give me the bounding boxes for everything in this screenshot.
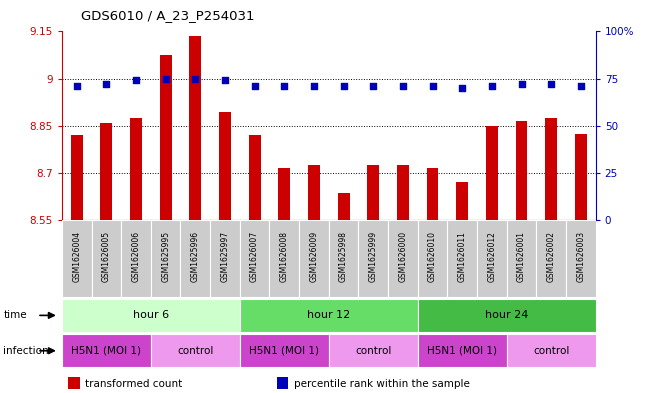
- Text: GSM1626010: GSM1626010: [428, 231, 437, 282]
- Bar: [338, 193, 350, 220]
- Text: GSM1626008: GSM1626008: [280, 231, 289, 282]
- Bar: [100, 123, 112, 220]
- Bar: [329, 220, 359, 297]
- Text: GSM1626007: GSM1626007: [250, 231, 259, 283]
- Bar: [62, 220, 92, 297]
- Text: GDS6010 / A_23_P254031: GDS6010 / A_23_P254031: [81, 9, 255, 22]
- Text: GSM1625998: GSM1625998: [339, 231, 348, 282]
- Point: [220, 77, 230, 84]
- Text: GSM1626001: GSM1626001: [517, 231, 526, 282]
- Text: GSM1625996: GSM1625996: [191, 231, 200, 283]
- Text: GSM1626012: GSM1626012: [488, 231, 496, 282]
- Bar: [299, 220, 329, 297]
- Bar: [566, 220, 596, 297]
- Text: GSM1626005: GSM1626005: [102, 231, 111, 283]
- Bar: [151, 220, 180, 297]
- Point: [249, 83, 260, 89]
- Point: [516, 81, 527, 87]
- Point: [457, 85, 467, 91]
- Bar: [575, 134, 587, 220]
- Bar: [418, 334, 506, 367]
- Text: control: control: [177, 346, 214, 356]
- Text: time: time: [3, 310, 27, 320]
- Bar: [308, 165, 320, 220]
- Bar: [506, 334, 596, 367]
- Text: hour 24: hour 24: [485, 310, 529, 320]
- Bar: [477, 220, 506, 297]
- Point: [487, 83, 497, 89]
- Point: [368, 83, 378, 89]
- Bar: [62, 299, 240, 332]
- Text: transformed count: transformed count: [85, 379, 182, 389]
- Point: [131, 77, 141, 84]
- Bar: [270, 220, 299, 297]
- Point: [190, 75, 201, 82]
- Point: [339, 83, 349, 89]
- Text: hour 12: hour 12: [307, 310, 350, 320]
- Bar: [189, 36, 201, 220]
- Bar: [210, 220, 240, 297]
- Point: [72, 83, 82, 89]
- Bar: [546, 118, 557, 220]
- Bar: [240, 334, 329, 367]
- Bar: [130, 118, 142, 220]
- Bar: [397, 165, 409, 220]
- Bar: [180, 220, 210, 297]
- Bar: [516, 121, 527, 220]
- Point: [546, 81, 557, 87]
- Text: percentile rank within the sample: percentile rank within the sample: [294, 379, 469, 389]
- Bar: [536, 220, 566, 297]
- Bar: [447, 220, 477, 297]
- Point: [101, 81, 111, 87]
- Bar: [279, 168, 290, 220]
- Bar: [486, 126, 498, 220]
- Bar: [71, 135, 83, 220]
- Text: H5N1 (MOI 1): H5N1 (MOI 1): [72, 346, 141, 356]
- Text: H5N1 (MOI 1): H5N1 (MOI 1): [249, 346, 319, 356]
- Text: GSM1626004: GSM1626004: [72, 231, 81, 283]
- Bar: [219, 112, 231, 220]
- Point: [279, 83, 290, 89]
- Bar: [92, 220, 121, 297]
- Bar: [121, 220, 151, 297]
- Bar: [249, 135, 260, 220]
- Bar: [418, 299, 596, 332]
- Point: [309, 83, 319, 89]
- Bar: [456, 182, 468, 220]
- Text: control: control: [355, 346, 391, 356]
- Bar: [159, 55, 172, 220]
- Bar: [240, 220, 270, 297]
- Bar: [62, 334, 151, 367]
- Bar: [329, 334, 418, 367]
- Text: control: control: [533, 346, 570, 356]
- Text: GSM1626011: GSM1626011: [458, 231, 467, 282]
- Point: [575, 83, 586, 89]
- Text: hour 6: hour 6: [133, 310, 169, 320]
- Point: [160, 75, 171, 82]
- Text: GSM1625999: GSM1625999: [368, 231, 378, 283]
- Text: GSM1626002: GSM1626002: [547, 231, 556, 282]
- Bar: [426, 168, 439, 220]
- Text: infection: infection: [3, 346, 49, 356]
- Text: GSM1626003: GSM1626003: [576, 231, 585, 283]
- Text: GSM1625997: GSM1625997: [221, 231, 229, 283]
- Text: GSM1625995: GSM1625995: [161, 231, 170, 283]
- Bar: [240, 299, 418, 332]
- Bar: [418, 220, 447, 297]
- Text: GSM1626006: GSM1626006: [132, 231, 141, 283]
- Text: H5N1 (MOI 1): H5N1 (MOI 1): [427, 346, 497, 356]
- Bar: [388, 220, 418, 297]
- Bar: [359, 220, 388, 297]
- Text: GSM1626009: GSM1626009: [309, 231, 318, 283]
- Point: [427, 83, 437, 89]
- Bar: [151, 334, 240, 367]
- Point: [398, 83, 408, 89]
- Text: GSM1626000: GSM1626000: [398, 231, 408, 283]
- Bar: [367, 165, 379, 220]
- Bar: [506, 220, 536, 297]
